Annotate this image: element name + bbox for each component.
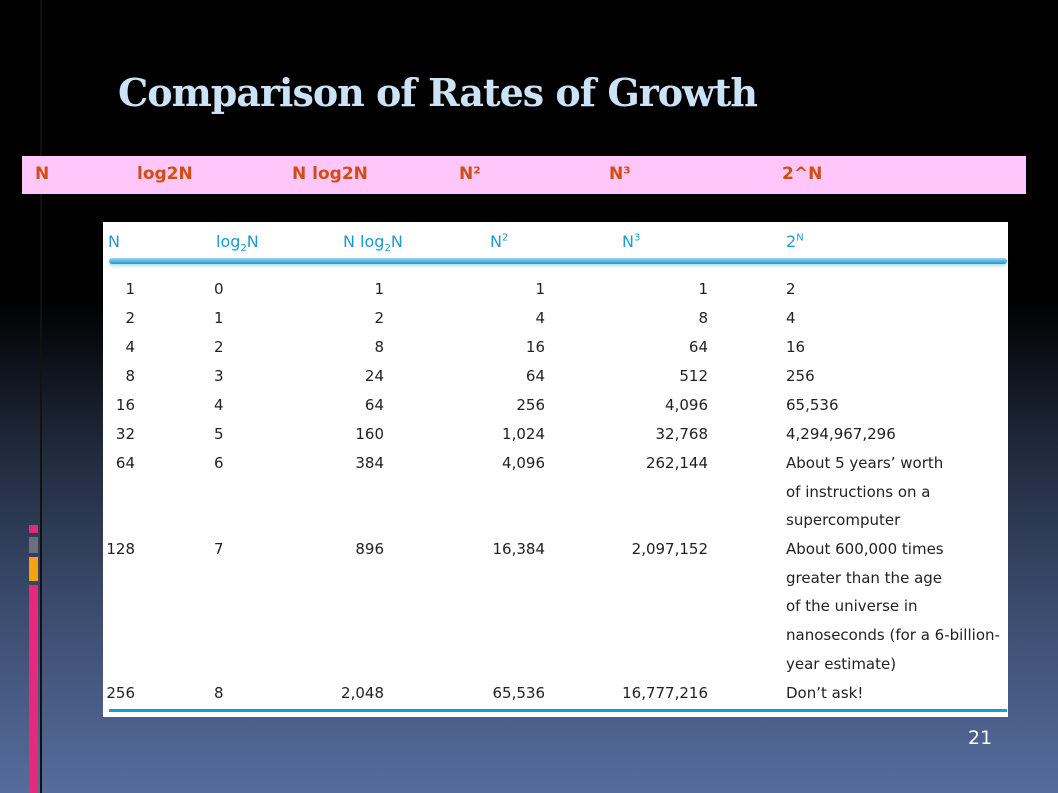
cell-log2n: 8 — [214, 684, 224, 702]
cell-n-cubed: 262,144 — [645, 454, 708, 472]
band-header-two-pow-n: 2^N — [782, 164, 823, 184]
left-strip-divider — [40, 0, 42, 793]
cell-n-squared: 256 — [516, 396, 545, 414]
cell-n: 8 — [125, 367, 135, 385]
table-top-rule — [109, 258, 1007, 264]
cell-two-pow-n: 2 — [786, 280, 796, 298]
cell-n-cubed: 512 — [679, 367, 708, 385]
cell-n-squared: 4,096 — [502, 454, 545, 472]
cell-n: 1 — [125, 280, 135, 298]
cell-nlog2n: 384 — [355, 454, 384, 472]
cell-n-squared: 64 — [525, 367, 545, 385]
cell-n: 256 — [106, 684, 135, 702]
cell-two-pow-n: 16 — [786, 338, 806, 356]
table-header-two-pow-n: 2N — [786, 232, 804, 251]
cell-n-squared: 1,024 — [502, 425, 545, 443]
band-header-n: N — [35, 164, 50, 184]
cell-two-pow-n: 4 — [786, 309, 796, 327]
cell-n-cubed: 64 — [688, 338, 708, 356]
cell-n: 32 — [115, 425, 135, 443]
band-header-nlog2n: N log2N — [292, 164, 368, 184]
cell-n-cubed: 32,768 — [655, 425, 709, 443]
accent-bar-gray — [29, 537, 38, 553]
table-header-log2n: log2N — [216, 232, 259, 255]
cell-n-squared: 1 — [535, 280, 545, 298]
cell-two-pow-n: Don’t ask! — [786, 684, 864, 702]
cell-two-pow-n: supercomputer — [786, 511, 901, 530]
cell-log2n: 4 — [214, 396, 224, 414]
cell-n-squared: 4 — [535, 309, 545, 327]
header-band: N log2N N log2N N² N³ 2^N — [22, 156, 1026, 194]
cell-two-pow-n: 256 — [786, 367, 815, 385]
cell-n: 16 — [115, 396, 135, 414]
slide-title: Comparison of Rates of Growth — [118, 70, 758, 115]
cell-n: 64 — [115, 454, 135, 472]
cell-log2n: 0 — [214, 280, 224, 298]
cell-n: 4 — [125, 338, 135, 356]
cell-nlog2n: 160 — [355, 425, 384, 443]
cell-n-squared: 16 — [525, 338, 545, 356]
cell-two-pow-n: 4,294,967,296 — [786, 425, 896, 443]
cell-nlog2n: 2 — [374, 309, 384, 327]
cell-log2n: 1 — [214, 309, 224, 327]
cell-log2n: 7 — [214, 540, 224, 558]
cell-n-cubed: 8 — [698, 309, 708, 327]
cell-n-cubed: 16,777,216 — [622, 684, 708, 702]
cell-nlog2n: 24 — [364, 367, 384, 385]
cell-log2n: 2 — [214, 338, 224, 356]
cell-n: 2 — [125, 309, 135, 327]
cell-n-cubed: 4,096 — [665, 396, 708, 414]
cell-n-cubed: 1 — [698, 280, 708, 298]
band-header-n-squared: N² — [459, 164, 481, 184]
cell-nlog2n: 8 — [374, 338, 384, 356]
cell-two-pow-n: greater than the age — [786, 568, 943, 587]
cell-log2n: 5 — [214, 425, 224, 443]
cell-two-pow-n: of the universe in — [786, 597, 918, 616]
cell-n-squared: 65,536 — [492, 684, 546, 702]
table-header-n-squared: N2 — [490, 232, 509, 251]
cell-nlog2n: 896 — [355, 540, 384, 558]
page-number: 21 — [968, 727, 993, 749]
table-header-n-cubed: N3 — [622, 232, 641, 251]
cell-n: 128 — [106, 540, 135, 558]
cell-two-pow-n: nanoseconds (for a 6-billion- — [786, 626, 1000, 645]
band-header-n-cubed: N³ — [609, 164, 631, 184]
table-header-nlog2n: N log2N — [343, 232, 403, 255]
accent-bar-pink-top — [29, 525, 38, 533]
table-header-n: N — [108, 232, 120, 251]
cell-two-pow-n: About 5 years’ worth — [786, 454, 944, 472]
cell-nlog2n: 1 — [374, 280, 384, 298]
cell-two-pow-n: About 600,000 times — [786, 540, 944, 558]
cell-two-pow-n: 65,536 — [786, 396, 839, 414]
cell-n-squared: 16,384 — [492, 540, 546, 558]
cell-two-pow-n: year estimate) — [786, 654, 897, 673]
cell-nlog2n: 2,048 — [341, 684, 384, 702]
accent-bar-pink-long — [29, 585, 38, 793]
band-header-log2n: log2N — [137, 164, 193, 184]
cell-log2n: 3 — [214, 367, 224, 385]
cell-log2n: 6 — [214, 454, 224, 472]
table-bottom-rule — [109, 709, 1007, 712]
accent-bar-orange — [29, 557, 38, 581]
cell-two-pow-n: of instructions on a — [786, 482, 931, 501]
cell-nlog2n: 64 — [364, 396, 384, 414]
cell-n-cubed: 2,097,152 — [631, 540, 708, 558]
